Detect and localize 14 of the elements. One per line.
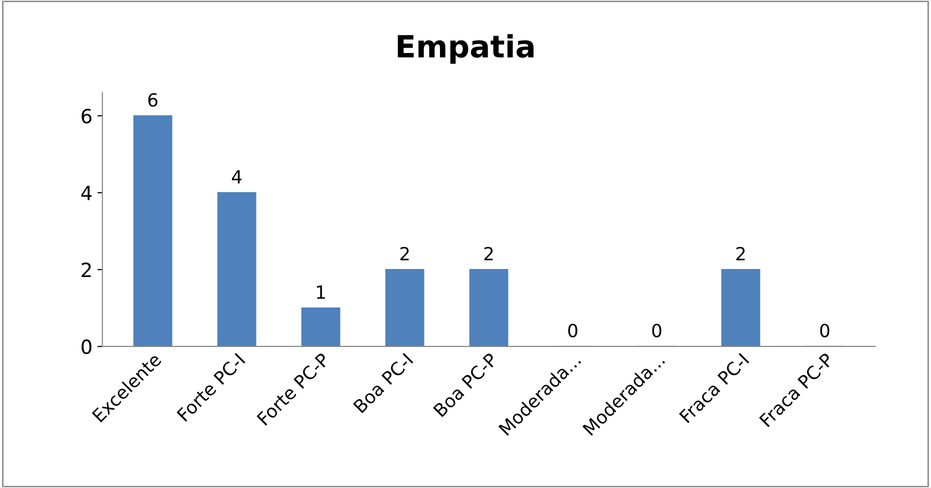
data-label: 2 bbox=[484, 246, 493, 260]
y-tick-label: 6 bbox=[82, 108, 92, 124]
data-label: 4 bbox=[232, 170, 242, 184]
data-label: 6 bbox=[148, 93, 158, 107]
y-tick-label: 0 bbox=[82, 339, 92, 354]
data-label: 0 bbox=[568, 324, 578, 338]
data-label: 0 bbox=[652, 324, 662, 338]
data-label: 0 bbox=[820, 324, 830, 338]
y-tick-label: 2 bbox=[82, 262, 91, 277]
data-label: 2 bbox=[736, 246, 745, 260]
chart-title: Empatia bbox=[398, 34, 534, 64]
y-tick-label: 4 bbox=[81, 186, 92, 200]
data-label: 2 bbox=[400, 246, 409, 260]
data-label: 1 bbox=[317, 286, 325, 299]
